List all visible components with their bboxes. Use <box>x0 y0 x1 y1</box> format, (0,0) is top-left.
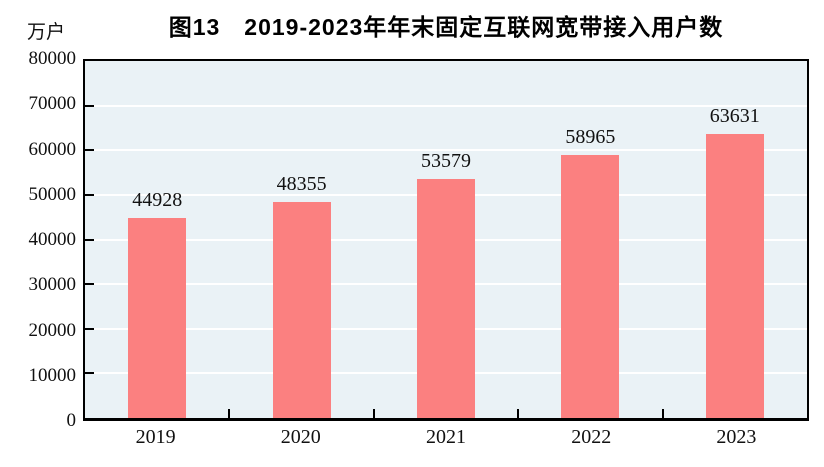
x-axis-tick-label: 2022 <box>571 426 612 448</box>
bar-2022 <box>561 154 620 418</box>
x-axis-tick <box>372 409 375 418</box>
y-axis-tick-label: 30000 <box>28 274 77 296</box>
x-axis-tick <box>228 409 231 418</box>
x-axis-tick-label: 2019 <box>135 426 176 448</box>
y-axis-tick-label: 70000 <box>28 93 77 115</box>
y-axis-tick-label: 50000 <box>28 183 77 205</box>
plot-area: 44928 48355 53579 58965 63631 <box>83 59 809 421</box>
bar-value-label: 48355 <box>276 173 327 196</box>
y-axis-tick-label: 80000 <box>28 48 77 69</box>
y-axis-tick <box>85 327 94 330</box>
x-axis-tick-label: 2020 <box>280 426 321 448</box>
y-axis-tick <box>85 372 94 375</box>
y-axis-unit-label: 万户 <box>27 22 66 43</box>
bar-value-label: 63631 <box>709 105 760 128</box>
y-axis-tick-label: 20000 <box>28 319 77 341</box>
y-axis-tick <box>85 193 94 196</box>
y-axis-tick <box>85 104 94 107</box>
y-axis-tick <box>85 238 94 241</box>
x-axis: 2019 2020 2021 2022 2023 <box>83 426 809 456</box>
gridline <box>85 104 807 107</box>
y-axis-tick-label: 0 <box>66 410 77 431</box>
y-axis: 0 10000 20000 30000 40000 50000 60000 70000 8000… <box>0 48 77 431</box>
bar-value-label: 53579 <box>421 149 471 172</box>
y-axis-tick <box>85 149 94 152</box>
bar-2021 <box>417 178 475 418</box>
bar-value-label: 58965 <box>565 125 616 148</box>
gridline <box>85 149 807 152</box>
x-axis-tick-label: 2023 <box>716 426 757 448</box>
bar-value-label: 44928 <box>132 188 183 211</box>
y-axis-tick-label: 40000 <box>28 229 77 250</box>
x-axis-tick-label: 2021 <box>426 426 466 448</box>
x-axis-tick <box>517 409 520 418</box>
bar-2019 <box>128 217 187 418</box>
bar-2020 <box>272 202 331 418</box>
y-axis-tick-label: 10000 <box>28 364 77 386</box>
y-axis-tick-label: 60000 <box>28 138 77 160</box>
chart-title: 图13 2019-2023年年末固定互联网宽带接入用户数 <box>168 14 724 40</box>
bar-2023 <box>705 134 764 418</box>
y-axis-tick <box>85 283 94 286</box>
x-axis-tick <box>661 409 664 418</box>
